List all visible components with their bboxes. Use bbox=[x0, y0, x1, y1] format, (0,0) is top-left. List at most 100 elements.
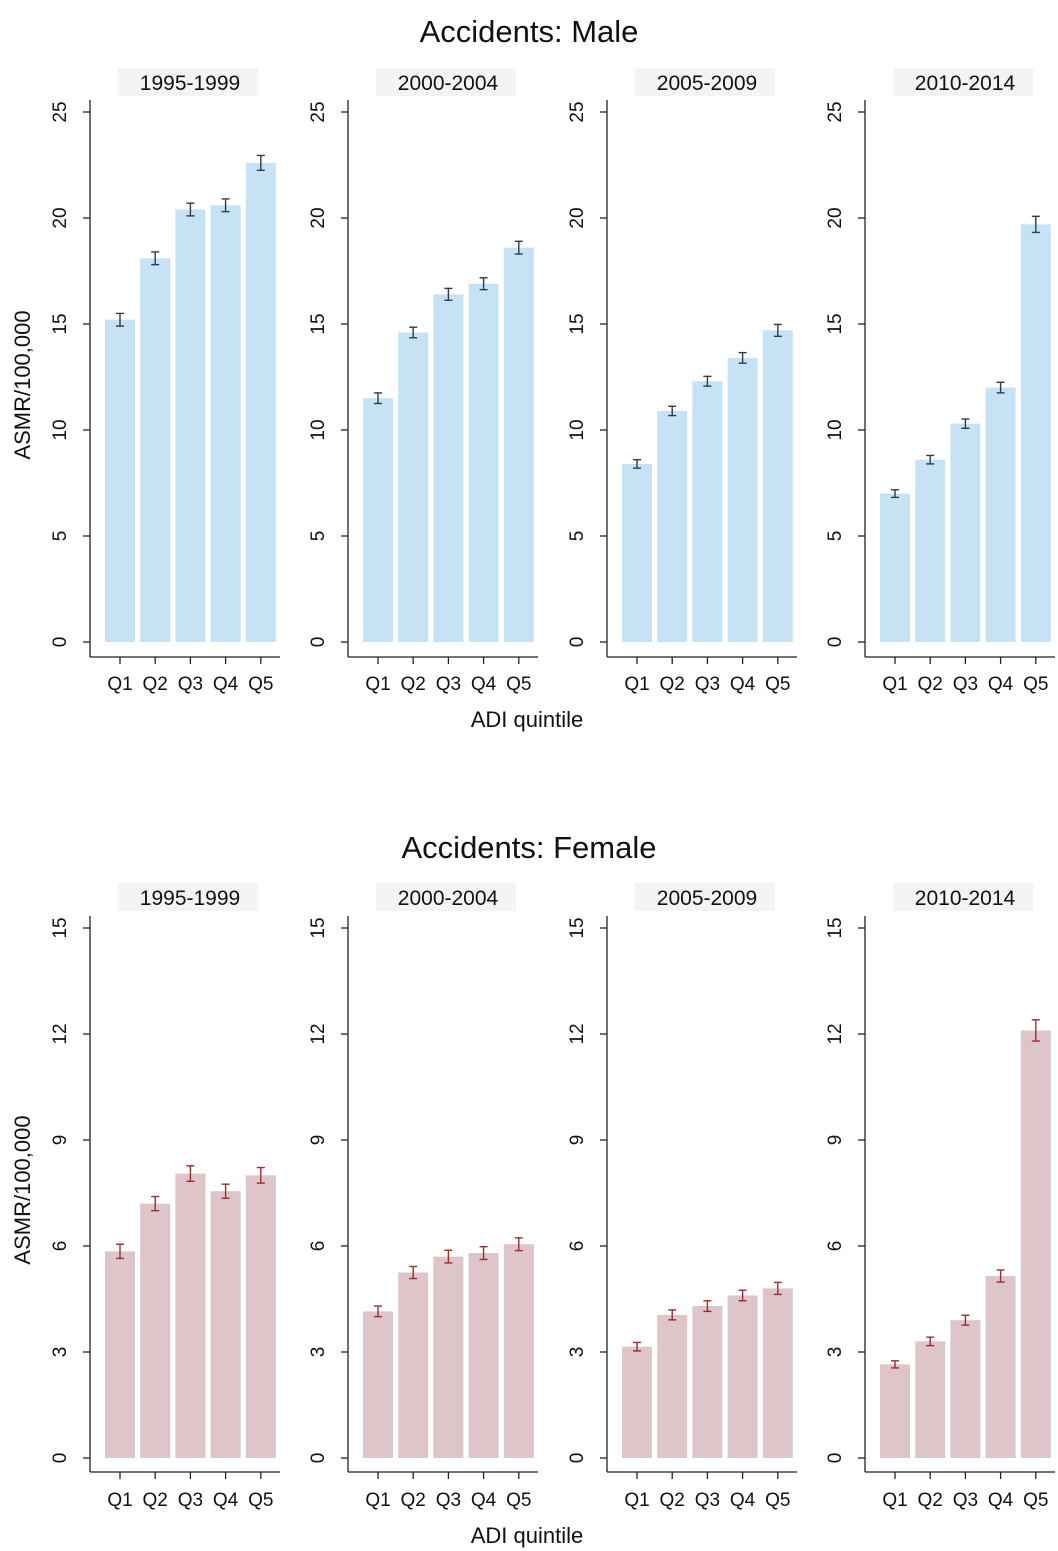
bar bbox=[210, 205, 241, 642]
bar bbox=[727, 1295, 758, 1458]
panel-title-band bbox=[376, 68, 516, 96]
x-tick-label: Q3 bbox=[436, 674, 461, 695]
bar bbox=[468, 283, 499, 642]
y-tick-label: 12 bbox=[50, 1023, 71, 1044]
bar bbox=[692, 1306, 723, 1458]
x-tick-label: Q4 bbox=[213, 674, 239, 695]
panel-title-band bbox=[376, 883, 516, 911]
x-tick-label: Q1 bbox=[882, 674, 907, 695]
y-tick-label: 0 bbox=[825, 1453, 846, 1464]
panel-title: 2010-2014 bbox=[915, 887, 1016, 910]
bar bbox=[880, 493, 910, 642]
x-tick-label: Q1 bbox=[365, 1490, 390, 1511]
y-tick-label: 25 bbox=[50, 101, 71, 122]
bar bbox=[175, 209, 206, 642]
y-tick-label: 0 bbox=[825, 637, 846, 648]
bar bbox=[398, 332, 429, 642]
y-tick-label: 3 bbox=[825, 1347, 846, 1358]
x-axis-label: ADI quintile bbox=[471, 707, 584, 732]
panel-title-band bbox=[635, 68, 775, 96]
x-tick-label: Q5 bbox=[248, 674, 273, 695]
y-tick-label: 3 bbox=[567, 1347, 588, 1358]
x-tick-label: Q4 bbox=[988, 674, 1014, 695]
y-tick-label: 9 bbox=[308, 1135, 329, 1146]
y-tick-label: 20 bbox=[308, 207, 329, 228]
y-tick-label: 25 bbox=[567, 101, 588, 122]
x-tick-label: Q4 bbox=[730, 1490, 756, 1511]
y-tick-label: 3 bbox=[50, 1347, 71, 1358]
x-tick-label: Q2 bbox=[660, 1490, 685, 1511]
x-tick-label: Q5 bbox=[1023, 674, 1048, 695]
x-tick-label: Q3 bbox=[178, 674, 203, 695]
bar bbox=[1020, 224, 1051, 643]
y-tick-label: 9 bbox=[567, 1135, 588, 1146]
y-tick-label: 20 bbox=[50, 207, 71, 228]
bar bbox=[915, 1341, 946, 1458]
y-tick-label: 15 bbox=[50, 917, 71, 938]
y-tick-label: 25 bbox=[825, 101, 846, 122]
bar bbox=[657, 410, 688, 642]
y-tick-label: 5 bbox=[50, 531, 71, 542]
x-tick-label: Q3 bbox=[436, 1490, 461, 1511]
bar bbox=[762, 1288, 793, 1458]
bar bbox=[140, 258, 171, 642]
bar bbox=[433, 294, 464, 642]
bar bbox=[468, 1253, 499, 1458]
y-tick-label: 5 bbox=[308, 531, 329, 542]
panel-title: 2000-2004 bbox=[398, 72, 499, 95]
y-axis-label: ASMR/100,000 bbox=[10, 1115, 35, 1264]
bar bbox=[363, 398, 393, 642]
y-tick-label: 15 bbox=[308, 313, 329, 334]
x-tick-label: Q5 bbox=[506, 1490, 531, 1511]
y-tick-label: 10 bbox=[308, 419, 329, 440]
y-tick-label: 0 bbox=[567, 637, 588, 648]
x-tick-label: Q5 bbox=[248, 1490, 273, 1511]
bar bbox=[950, 423, 981, 642]
bar bbox=[503, 1244, 534, 1458]
bar bbox=[727, 357, 758, 642]
x-tick-label: Q5 bbox=[1023, 1490, 1048, 1511]
x-tick-label: Q3 bbox=[953, 674, 978, 695]
y-tick-label: 15 bbox=[50, 313, 71, 334]
y-tick-label: 6 bbox=[308, 1241, 329, 1252]
y-tick-label: 20 bbox=[567, 207, 588, 228]
y-tick-label: 15 bbox=[825, 917, 846, 938]
panel-title-band bbox=[893, 883, 1033, 911]
y-tick-label: 10 bbox=[567, 419, 588, 440]
y-tick-label: 9 bbox=[825, 1135, 846, 1146]
panel-title-band bbox=[118, 883, 258, 911]
y-tick-label: 15 bbox=[567, 313, 588, 334]
panel-title-band bbox=[635, 883, 775, 911]
y-tick-label: 3 bbox=[308, 1347, 329, 1358]
chart-title: Accidents: Female bbox=[402, 830, 657, 865]
bar bbox=[915, 459, 946, 642]
x-tick-label: Q2 bbox=[918, 1490, 943, 1511]
y-tick-label: 9 bbox=[50, 1135, 71, 1146]
y-tick-label: 6 bbox=[567, 1241, 588, 1252]
bar bbox=[398, 1272, 429, 1458]
x-tick-label: Q5 bbox=[506, 674, 531, 695]
bar bbox=[210, 1191, 241, 1458]
y-tick-label: 0 bbox=[567, 1453, 588, 1464]
x-tick-label: Q3 bbox=[953, 1490, 978, 1511]
y-tick-label: 10 bbox=[50, 419, 71, 440]
panel-title: 2005-2009 bbox=[657, 887, 757, 910]
x-tick-label: Q4 bbox=[213, 1490, 239, 1511]
bar bbox=[985, 387, 1016, 642]
x-tick-label: Q2 bbox=[401, 1490, 426, 1511]
x-tick-label: Q1 bbox=[107, 1490, 132, 1511]
panel-title: 2010-2014 bbox=[915, 72, 1016, 95]
bar bbox=[1020, 1030, 1051, 1458]
x-tick-label: Q4 bbox=[988, 1490, 1014, 1511]
bar bbox=[950, 1320, 981, 1458]
x-axis-label: ADI quintile bbox=[471, 1523, 584, 1548]
panel-title: 1995-1999 bbox=[140, 887, 240, 910]
y-axis-label: ASMR/100,000 bbox=[10, 310, 35, 459]
x-tick-label: Q4 bbox=[471, 674, 497, 695]
y-tick-label: 0 bbox=[308, 1453, 329, 1464]
y-tick-label: 15 bbox=[308, 917, 329, 938]
panel-title: 2000-2004 bbox=[398, 887, 499, 910]
y-tick-label: 12 bbox=[825, 1023, 846, 1044]
y-tick-label: 5 bbox=[567, 531, 588, 542]
